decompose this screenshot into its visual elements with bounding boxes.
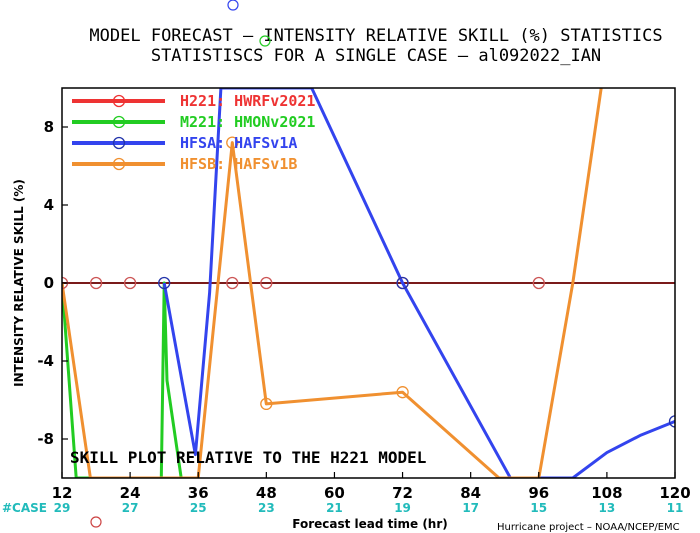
x-tick-label: 12 <box>52 484 73 502</box>
marker-h221 <box>123 276 137 290</box>
case-count: 21 <box>326 501 343 515</box>
marker-hfsa <box>396 276 409 290</box>
case-count: 17 <box>462 501 479 515</box>
legend-marker-hfsa <box>112 136 126 150</box>
case-count-label: #CASE <box>2 501 47 515</box>
legend-marker-hfsb <box>112 157 126 171</box>
series-line-hfsa <box>162 88 675 478</box>
legend-label-hfsa: HFSA: HAFSv1A <box>180 134 297 152</box>
y-tick-label: 0 <box>44 274 54 292</box>
case-count: 15 <box>530 501 547 515</box>
marker-h221 <box>260 276 273 290</box>
legend-marker-h221 <box>112 94 126 108</box>
case-count: 25 <box>190 501 207 515</box>
chart-title-line1: MODEL FORECAST – INTENSITY RELATIVE SKIL… <box>89 26 662 46</box>
case-count: 23 <box>258 501 275 515</box>
skill-annotation: SKILL PLOT RELATIVE TO THE H221 MODEL <box>70 448 426 467</box>
y-tick-label: 4 <box>44 196 54 214</box>
chart-title-line2: STATISTISCS FOR A SINGLE CASE – al092022… <box>151 46 601 66</box>
legend-label-m221: M221: HMONv2021 <box>180 113 315 131</box>
marker-h221 <box>89 276 103 290</box>
legend-marker-m221 <box>112 115 126 129</box>
x-tick-label: 24 <box>120 484 141 502</box>
x-tick-label: 120 <box>659 484 690 502</box>
x-tick-label: 60 <box>324 484 345 502</box>
y-tick-label: -8 <box>37 430 54 448</box>
y-tick-label: 8 <box>44 118 54 136</box>
x-axis-label: Forecast lead time (hr) <box>292 517 448 531</box>
x-tick-label: 72 <box>392 484 413 502</box>
x-tick-label: 96 <box>528 484 549 502</box>
x-tick-label: 108 <box>591 484 622 502</box>
stray-marker-top <box>227 0 239 11</box>
marker-hfsb <box>260 397 273 411</box>
stray-marker-bottom <box>90 516 102 528</box>
legend: H221: HWRFv2021 M221: HMONv2021 HFSA: HAFS… <box>72 92 315 173</box>
case-count: 11 <box>667 501 684 515</box>
case-count: 29 <box>54 501 71 515</box>
credit-text: Hurricane project – NOAA/NCEP/EMC <box>497 522 680 533</box>
marker-h221 <box>226 276 239 290</box>
case-count: 13 <box>599 501 616 515</box>
marker-hfsa <box>158 276 171 290</box>
legend-label-hfsb: HFSB: HAFSv1B <box>180 155 297 173</box>
case-count: 19 <box>394 501 411 515</box>
marker-hfsb <box>226 136 239 149</box>
case-count: 27 <box>122 501 139 515</box>
marker-hfsa <box>668 415 675 428</box>
x-tick-label: 84 <box>460 484 481 502</box>
marker-hfsb <box>396 386 409 399</box>
y-axis-label: INTENSITY RELATIVE SKILL (%) <box>12 179 26 387</box>
x-tick-label: 36 <box>188 484 209 502</box>
series-line-m221 <box>62 281 183 478</box>
y-tick-label: -4 <box>37 352 54 370</box>
series-layer <box>62 88 675 478</box>
stray-marker-title <box>259 35 271 47</box>
legend-label-h221: H221: HWRFv2021 <box>180 92 315 110</box>
series-line-hfsb <box>62 88 603 478</box>
marker-h221 <box>532 276 545 290</box>
x-tick-label: 48 <box>256 484 277 502</box>
